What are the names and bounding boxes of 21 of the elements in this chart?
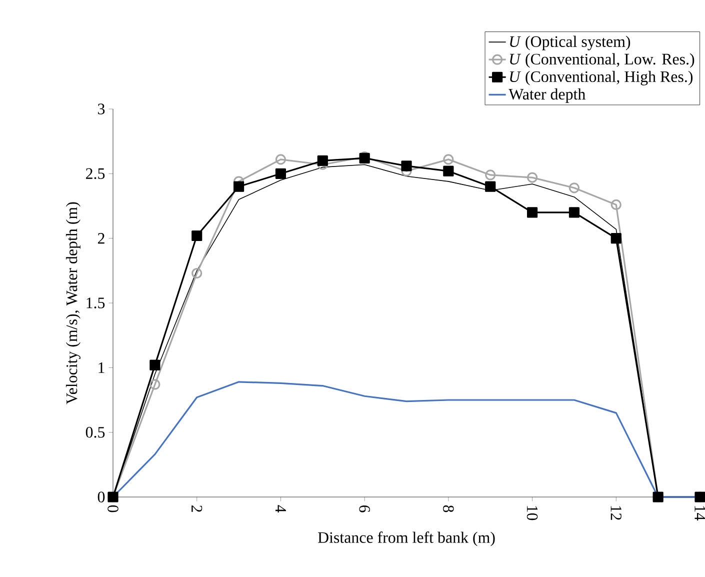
y-tick-label: 3 bbox=[98, 104, 105, 114]
x-tick-label: 12 bbox=[610, 506, 622, 520]
y-tick-label: 0 bbox=[98, 492, 105, 502]
legend-label: U (Conventional, Low. Res.) bbox=[510, 53, 694, 68]
x-axis-title: Distance from left bank (m) bbox=[318, 532, 495, 546]
y-tick-label: 1.5 bbox=[86, 298, 105, 308]
x-tick-label: 8 bbox=[443, 505, 454, 512]
y-axis-title: Velocity (m/s), Water depth (m) bbox=[66, 202, 80, 404]
legend-label: U (Optical system) bbox=[510, 36, 630, 50]
x-tick-label: 10 bbox=[526, 506, 538, 520]
x-tick-label: 0 bbox=[108, 505, 118, 512]
x-tick-label: 14 bbox=[694, 506, 705, 520]
legend-label: U (Conventional, High Res.) bbox=[510, 70, 693, 86]
x-tick-label: 4 bbox=[275, 505, 286, 512]
y-tick-label: 2.5 bbox=[86, 168, 105, 180]
y-tick-label: 0.5 bbox=[86, 426, 105, 438]
legend-label: Water depth bbox=[508, 88, 586, 103]
y-tick-label: 1 bbox=[98, 362, 104, 373]
x-tick-label: 6 bbox=[359, 505, 370, 512]
y-tick-label: 2 bbox=[98, 233, 104, 244]
x-tick-label: 2 bbox=[192, 505, 202, 512]
